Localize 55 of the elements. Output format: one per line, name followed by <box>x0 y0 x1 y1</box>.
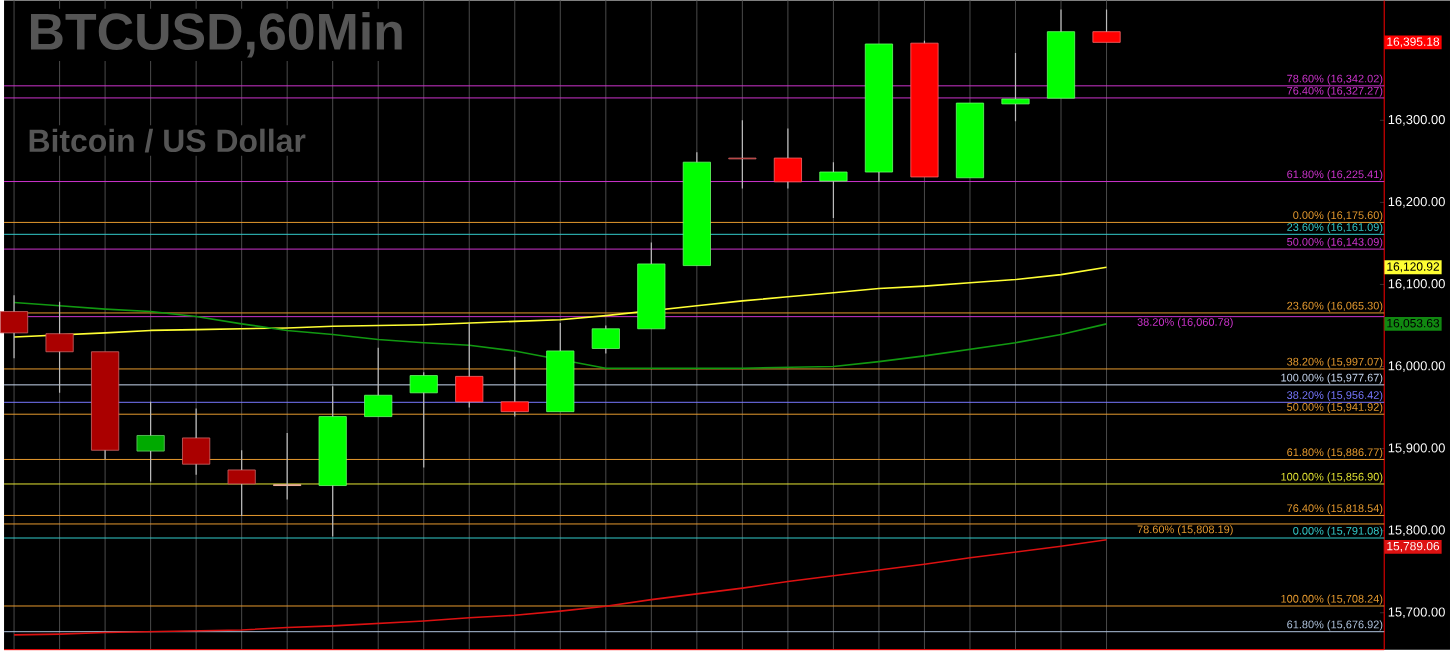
candlestick <box>0 294 29 360</box>
ref-line-label: 76.40% (16,327.27) <box>1287 86 1383 97</box>
candlestick <box>182 408 211 476</box>
y-tick-label: 16,000.00 <box>1388 361 1445 373</box>
y-tick-label: 16,200.00 <box>1388 197 1445 208</box>
ref-line-label: 23.60% (16,161.09) <box>1287 223 1383 234</box>
candlestick <box>318 385 347 538</box>
ref-line-label: 61.80% (16,225.41) <box>1287 170 1383 181</box>
candlestick <box>91 351 120 461</box>
text: 15,789.06 <box>1387 542 1440 553</box>
candlestick <box>455 322 484 409</box>
candlestick <box>273 432 302 501</box>
ref-line-label: 61.80% (15,676.92) <box>1287 620 1383 631</box>
candlestick <box>1092 9 1121 43</box>
text: 16,120.92 <box>1387 262 1440 273</box>
ref-line-label: 100.00% (15,856.90) <box>1281 472 1383 484</box>
candlestick <box>1001 52 1030 122</box>
text: 16,395.18 <box>1387 37 1440 48</box>
candlestick <box>773 128 802 190</box>
ref-line-label: 78.60% (15,808.19) <box>1137 525 1233 536</box>
ref-line-label: 23.60% (16,065.30) <box>1287 301 1383 312</box>
candlestick <box>591 325 620 355</box>
candlestick <box>864 43 893 183</box>
text: 16,053.63 <box>1387 319 1440 330</box>
ref-line-label: 0.00% (15,791.08) <box>1293 526 1383 538</box>
candlestick <box>728 119 757 190</box>
ref-line-label: 38.20% (15,997.07) <box>1287 357 1383 368</box>
ref-line-label: 76.40% (15,818.54) <box>1287 504 1383 515</box>
y-tick-label: 15,700.00 <box>1388 607 1445 619</box>
candlestick <box>500 356 529 418</box>
candlestick <box>45 301 74 394</box>
y-tick-label: 15,900.00 <box>1388 443 1445 455</box>
ref-line-label: 100.00% (15,977.67) <box>1281 373 1383 384</box>
y-tick-label: 15,800.00 <box>1388 525 1445 537</box>
candlestick <box>819 161 848 219</box>
ref-line-label: 38.20% (16,060.78) <box>1137 318 1233 329</box>
candlestick <box>1046 9 1076 99</box>
y-tick-label: 16,100.00 <box>1388 279 1445 291</box>
candlestick <box>364 347 393 418</box>
candlestick <box>637 242 666 330</box>
ref-line-label: 50.00% (16,143.09) <box>1287 237 1383 249</box>
candlestick <box>682 151 711 267</box>
ref-line-label: 78.60% (16,342.02) <box>1287 74 1383 85</box>
candlestick <box>409 371 438 469</box>
ref-line-label: 50.00% (15,941.92) <box>1287 403 1383 414</box>
candlestick <box>227 449 256 517</box>
chart-title: BTCUSD,60Min <box>30 12 402 58</box>
ref-line-label: 0.00% (16,175.60) <box>1293 211 1383 222</box>
ref-line-label: 61.80% (15,886.77) <box>1287 448 1383 459</box>
ref-line-label: 100.00% (15,708.24) <box>1281 594 1383 606</box>
ref-line-label: 38.20% (15,956.42) <box>1287 391 1383 402</box>
y-tick-label: 16,300.00 <box>1388 115 1445 126</box>
candlestick <box>136 401 165 483</box>
text: Bitcoin / US Dollar <box>29 128 306 153</box>
candlestick <box>546 322 575 413</box>
